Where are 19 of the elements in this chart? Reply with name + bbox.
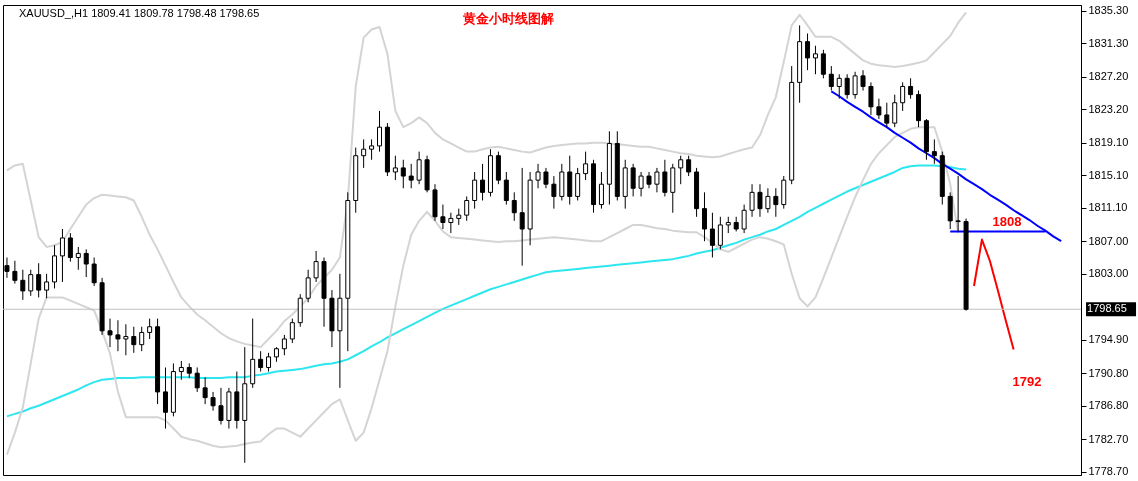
y-tick-label: 1835.30 [1088, 4, 1129, 17]
chart-title: 黄金小时线图解 [461, 11, 554, 26]
y-tick-label: 1827.20 [1088, 70, 1129, 83]
y-tick-label: 1786.80 [1088, 399, 1129, 412]
y-tick-label: 1815.10 [1088, 168, 1129, 181]
y-tick-label: 1778.70 [1088, 465, 1129, 478]
y-tick-label: 1803.00 [1088, 267, 1129, 280]
ref-line-label: 1798.65 [1087, 302, 1127, 315]
y-tick-label: 1794.90 [1088, 333, 1129, 346]
y-tick-label: 1790.80 [1088, 366, 1129, 379]
annotation: 1808 [992, 214, 1022, 229]
y-tick-label: 1823.20 [1088, 102, 1129, 115]
y-tick-label: 1811.10 [1088, 201, 1128, 214]
y-tick-label: 1831.30 [1088, 36, 1129, 49]
annotation: 1792 [1012, 374, 1042, 389]
y-tick-label: 1807.00 [1088, 234, 1129, 247]
chart-subtitle: XAUUSD_,H1 1809.41 1809.78 1798.48 1798.65 [19, 7, 260, 19]
y-tick-label: 1819.10 [1088, 136, 1129, 149]
y-tick-label: 1782.70 [1088, 432, 1129, 445]
